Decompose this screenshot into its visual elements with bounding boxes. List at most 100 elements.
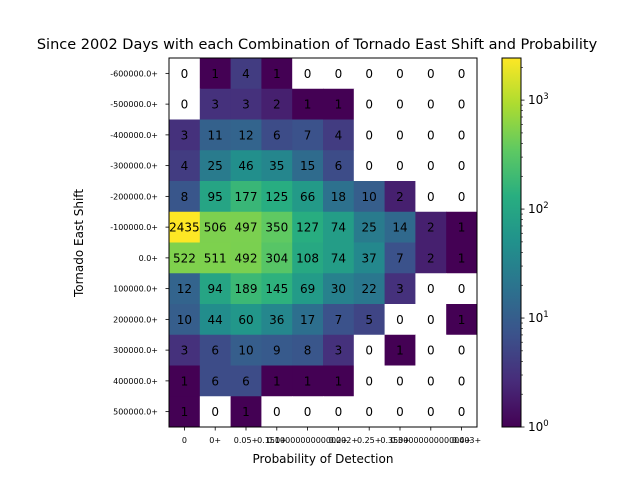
heatmap-cells xyxy=(169,58,478,428)
heatmap-cell xyxy=(446,396,478,428)
cell-value-label: 145 xyxy=(265,282,288,296)
heatmap-cell xyxy=(415,181,447,213)
cell-value-label: 35 xyxy=(269,159,284,173)
x-tick-label: 0.1+ xyxy=(267,436,286,445)
cell-value-label: 0 xyxy=(458,67,466,81)
cell-value-label: 0 xyxy=(365,128,373,142)
heatmap-cell xyxy=(261,242,293,274)
y-tick-label: -600000.0+ xyxy=(110,69,158,78)
heatmap-cell xyxy=(446,211,478,243)
heatmap-cell xyxy=(446,304,478,336)
heatmap-cell xyxy=(446,181,478,213)
cell-value-label: 4 xyxy=(335,128,343,142)
x-tick-label: 0.35000000000000003+ xyxy=(380,436,481,445)
heatmap-cell xyxy=(230,242,262,274)
cell-value-label: 492 xyxy=(235,251,258,265)
cell-value-label: 2 xyxy=(396,190,404,204)
cell-value-label: 8 xyxy=(181,190,189,204)
heatmap-cell xyxy=(169,396,201,428)
cell-value-label: 1 xyxy=(181,374,189,388)
cell-value-label: 74 xyxy=(331,251,346,265)
cell-value-label: 189 xyxy=(235,282,258,296)
cell-value-label: 30 xyxy=(331,282,346,296)
cell-value-label: 12 xyxy=(238,128,253,142)
cell-value-label: 0 xyxy=(365,374,373,388)
cell-value-label: 1 xyxy=(211,67,219,81)
heatmap-cell xyxy=(384,58,416,90)
heatmap-cell xyxy=(230,396,262,428)
heatmap-cell xyxy=(199,242,232,274)
y-tick-label: 0.0+ xyxy=(139,254,158,263)
heatmap-cell xyxy=(292,396,324,428)
cell-value-label: 2 xyxy=(427,251,435,265)
x-tick-label: 0+ xyxy=(209,436,221,445)
cell-value-label: 0 xyxy=(396,128,404,142)
cell-value-label: 3 xyxy=(181,344,189,358)
heatmap-cell xyxy=(199,365,232,397)
cell-value-label: 0 xyxy=(396,98,404,112)
cell-value-label: 6 xyxy=(273,128,281,142)
heatmap-cell xyxy=(199,334,232,366)
colorbar-tick-label: 101 xyxy=(528,310,549,325)
cell-value-label: 0 xyxy=(273,405,281,419)
heatmap-cell xyxy=(384,211,416,243)
x-tick-label: 0.15000000000000002+ xyxy=(257,436,358,445)
heatmap-cell xyxy=(261,304,293,336)
heatmap-cell xyxy=(292,273,324,305)
cell-value-label: 7 xyxy=(396,251,404,265)
cell-value-label: 2 xyxy=(273,98,281,112)
cell-value-label: 108 xyxy=(296,251,319,265)
cell-value-label: 46 xyxy=(238,159,253,173)
heatmap-cell xyxy=(261,396,293,428)
cell-value-label: 177 xyxy=(235,190,258,204)
heatmap-cell xyxy=(199,181,232,213)
cell-value-label: 44 xyxy=(208,313,223,327)
cell-value-label: 0 xyxy=(458,190,466,204)
heatmap-cell xyxy=(169,304,201,336)
heatmap-cell xyxy=(353,181,386,213)
heatmap-cell xyxy=(384,304,416,336)
heatmap-cell xyxy=(446,150,478,182)
cell-value-label: 9 xyxy=(273,344,281,358)
y-tick-label: 500000.0+ xyxy=(113,408,158,417)
heatmap-cell xyxy=(323,304,355,336)
cell-value-label: 3 xyxy=(181,128,189,142)
heatmap-cell xyxy=(415,334,447,366)
cell-value-label: 60 xyxy=(238,313,253,327)
colorbar-tick-label: 100 xyxy=(528,419,549,434)
cell-value-label: 6 xyxy=(211,374,219,388)
cell-value-label: 7 xyxy=(335,313,343,327)
cell-value-label: 0 xyxy=(458,405,466,419)
cell-value-label: 3 xyxy=(211,98,219,112)
heatmap-cell xyxy=(415,211,447,243)
cell-value-label: 0 xyxy=(335,67,343,81)
cell-value-label: 69 xyxy=(300,282,315,296)
heatmap-cell xyxy=(446,334,478,366)
heatmap-cell xyxy=(199,211,232,243)
x-axis-ticks: 0 0+ 0.05+ 0.1+0.15000000000000002+0.2+ 0.25… xyxy=(182,427,481,445)
cell-value-label: 0 xyxy=(365,159,373,173)
heatmap-cell xyxy=(230,150,262,182)
cell-value-label: 22 xyxy=(362,282,377,296)
heatmap-cell xyxy=(323,119,355,151)
heatmap-cell xyxy=(353,88,386,120)
heatmap-cell xyxy=(199,150,232,182)
heatmap-cell xyxy=(323,88,355,120)
cell-value-label: 125 xyxy=(265,190,288,204)
x-tick-label: 0.05+ xyxy=(234,436,259,445)
cell-value-label: 522 xyxy=(173,251,196,265)
cell-value-label: 0 xyxy=(365,405,373,419)
x-axis-label: Probability of Detection xyxy=(253,452,394,466)
heatmap-cell xyxy=(415,150,447,182)
heatmap-cell xyxy=(446,58,478,90)
heatmap-cell xyxy=(292,365,324,397)
heatmap-cell xyxy=(230,273,262,305)
x-tick-label: 0.25+ xyxy=(357,436,382,445)
cell-value-label: 5 xyxy=(365,313,373,327)
cell-value-label: 0 xyxy=(458,128,466,142)
cell-value-label: 6 xyxy=(335,159,343,173)
heatmap-cell xyxy=(415,119,447,151)
cell-value-label: 18 xyxy=(331,190,346,204)
heatmap-cell xyxy=(323,211,355,243)
